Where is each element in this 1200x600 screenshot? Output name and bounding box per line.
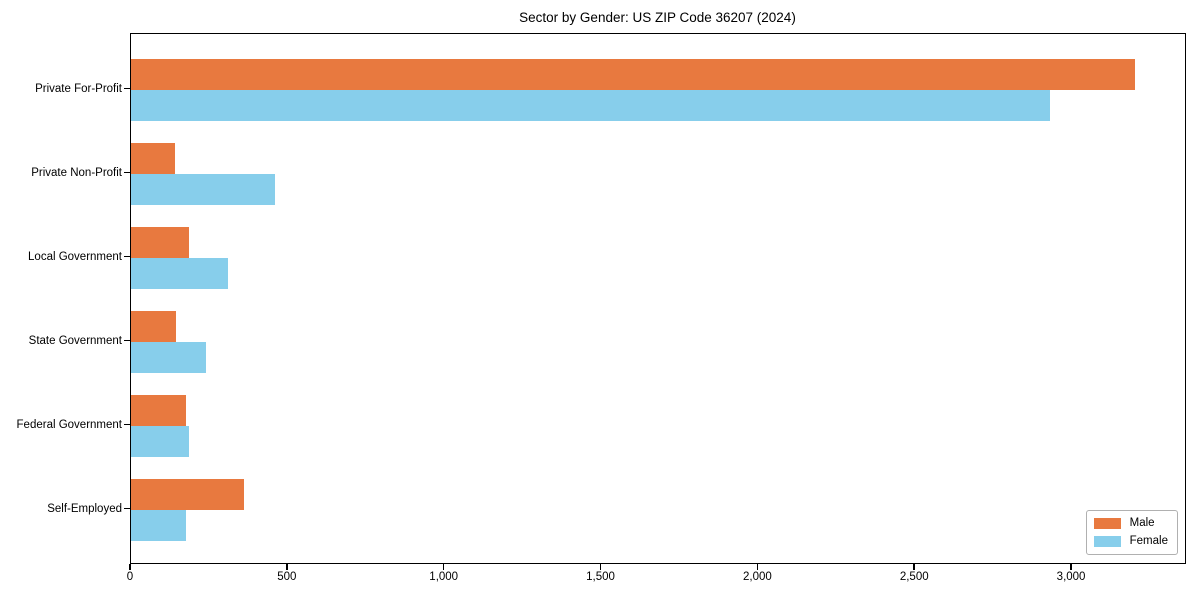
legend-label-female: Female: [1129, 535, 1168, 547]
male-series-swatch: [1093, 518, 1121, 529]
ytick-label-2: Private Non-Profit: [31, 166, 122, 179]
plot-area: Male Female: [130, 33, 1186, 564]
bar-male-5: [131, 394, 186, 426]
bar-male-4: [131, 310, 177, 342]
xtick-label-0: 0: [126, 571, 134, 583]
ytick-label-3: Local Government: [28, 250, 122, 263]
ytick-label-6: Self-Employed: [47, 502, 122, 515]
legend-item-male: Male: [1093, 517, 1168, 530]
xtick-mark-2,000: [756, 564, 759, 570]
xtick-mark-2,500: [913, 564, 915, 570]
xtick-label-2,500: 2,500: [899, 571, 929, 583]
bar-female-4: [131, 341, 207, 373]
ytick-mark-6: [124, 507, 131, 510]
ytick-mark-5: [124, 423, 131, 426]
chart-title: Sector by Gender: US ZIP Code 36207 (202…: [519, 10, 796, 25]
xtick-label-1,500: 1,500: [586, 571, 615, 583]
legend: Male Female: [1085, 510, 1178, 555]
ytick-mark-4: [124, 339, 131, 342]
bar-male-6: [131, 478, 244, 510]
ytick-mark-1: [124, 87, 131, 90]
legend-item-female: Female: [1093, 535, 1168, 548]
ytick-label-4: State Government: [28, 334, 122, 347]
xtick-mark-500: [286, 564, 288, 570]
xtick-label-1,000: 1,000: [429, 571, 459, 583]
bar-female-2: [131, 173, 276, 205]
xtick-mark-0: [129, 564, 131, 570]
bar-male-1: [131, 58, 1135, 90]
female-series-swatch: [1093, 536, 1121, 547]
bar-female-6: [131, 509, 186, 541]
xtick-mark-1,500: [599, 564, 602, 570]
xtick-mark-3,000: [1070, 564, 1072, 570]
ytick-label-1: Private For-Profit: [35, 82, 122, 95]
bar-male-3: [131, 226, 190, 258]
ytick-mark-3: [124, 255, 131, 258]
legend-label-male: Male: [1129, 517, 1155, 529]
bar-female-5: [131, 425, 190, 457]
bar-male-2: [131, 142, 175, 174]
xtick-label-3,000: 3,000: [1056, 571, 1086, 583]
bar-female-1: [131, 89, 1051, 121]
bar-female-3: [131, 257, 229, 289]
xtick-label-500: 500: [277, 571, 297, 583]
xtick-label-2,000: 2,000: [742, 571, 772, 583]
ytick-mark-2: [124, 171, 131, 174]
xtick-mark-1,000: [442, 564, 445, 570]
ytick-label-5: Federal Government: [16, 418, 122, 431]
